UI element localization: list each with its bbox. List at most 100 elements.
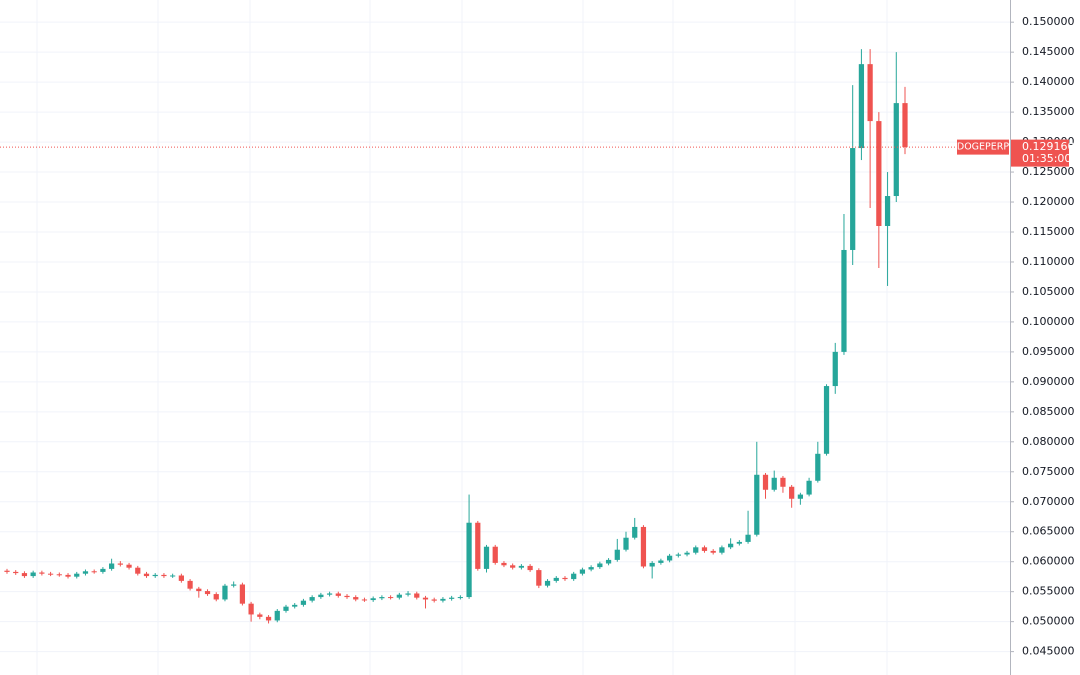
candle-body bbox=[326, 593, 333, 595]
candle-body bbox=[736, 541, 742, 544]
candle-body bbox=[109, 563, 115, 569]
y-tick-label: 0.070000 bbox=[1022, 495, 1075, 508]
candle-body bbox=[274, 610, 280, 621]
y-tick-label: 0.125000 bbox=[1022, 165, 1075, 178]
y-tick-label: 0.100000 bbox=[1022, 315, 1075, 328]
candle-body bbox=[56, 574, 62, 576]
candle-body bbox=[457, 597, 463, 599]
candle-body bbox=[414, 593, 420, 598]
candle-body bbox=[823, 386, 830, 454]
candle-body bbox=[693, 547, 699, 553]
candle-body bbox=[74, 573, 80, 577]
candle-body bbox=[527, 565, 533, 571]
candle-body bbox=[91, 571, 97, 573]
candle-body bbox=[719, 547, 725, 553]
candle-body bbox=[309, 597, 315, 601]
candle-body bbox=[239, 584, 246, 604]
candle-body bbox=[771, 477, 777, 490]
candle-body bbox=[579, 569, 586, 574]
candle-body bbox=[841, 249, 847, 352]
y-tick-label: 0.060000 bbox=[1022, 555, 1075, 568]
candle-body bbox=[396, 594, 402, 598]
candle-body bbox=[754, 474, 760, 535]
candle-body bbox=[30, 572, 36, 577]
candle-body bbox=[265, 616, 272, 621]
candle-body bbox=[475, 522, 481, 569]
candle-body bbox=[710, 550, 716, 553]
candle-body bbox=[204, 591, 211, 595]
candle-body bbox=[196, 588, 202, 592]
candle-body bbox=[492, 546, 498, 563]
candle-body bbox=[536, 570, 542, 586]
candle-body bbox=[231, 584, 237, 586]
candle-body bbox=[100, 568, 106, 572]
y-tick-label: 0.110000 bbox=[1022, 255, 1075, 268]
candle-body bbox=[13, 571, 19, 574]
candle-body bbox=[666, 555, 673, 561]
y-tick-label: 0.080000 bbox=[1022, 435, 1075, 448]
candle-body bbox=[353, 597, 359, 600]
candle-body bbox=[170, 575, 176, 577]
symbol-badge bbox=[957, 139, 1009, 155]
y-tick-label: 0.115000 bbox=[1022, 225, 1075, 238]
candle-body bbox=[405, 593, 411, 595]
candle-body bbox=[902, 103, 908, 148]
y-tick-label: 0.120000 bbox=[1022, 195, 1075, 208]
candle-body bbox=[300, 600, 307, 605]
candle-body bbox=[510, 565, 516, 568]
vertical-grid bbox=[36, 0, 888, 675]
y-tick-label: 0.065000 bbox=[1022, 525, 1075, 538]
y-tick-label: 0.140000 bbox=[1022, 75, 1075, 88]
y-tick-label: 0.105000 bbox=[1022, 285, 1075, 298]
candle-body bbox=[187, 580, 193, 589]
y-tick-label: 0.135000 bbox=[1022, 105, 1075, 118]
candle-body bbox=[893, 103, 899, 197]
y-tick-label: 0.050000 bbox=[1022, 615, 1075, 628]
candle-body bbox=[213, 594, 219, 600]
candle-body bbox=[161, 574, 167, 577]
candle-body bbox=[518, 565, 525, 568]
candle-body bbox=[658, 560, 664, 563]
candle-body bbox=[387, 597, 394, 599]
candle-body bbox=[640, 526, 647, 567]
candle-body bbox=[65, 574, 71, 577]
candle-body bbox=[588, 567, 594, 570]
candle-body bbox=[248, 603, 254, 615]
candle-body bbox=[466, 522, 472, 598]
candle-body bbox=[684, 552, 690, 555]
candle-body bbox=[597, 563, 603, 568]
candle-body bbox=[728, 543, 734, 548]
last-price-label: 0.129160 bbox=[1022, 140, 1075, 153]
candle-body bbox=[4, 570, 10, 572]
candle-body bbox=[789, 486, 795, 499]
price-badge bbox=[1011, 139, 1069, 167]
candle-body bbox=[850, 148, 856, 250]
candle-body bbox=[39, 572, 45, 574]
candle-body bbox=[257, 614, 263, 617]
candle-body bbox=[292, 604, 298, 607]
candle-body bbox=[562, 577, 568, 580]
candle-body bbox=[762, 474, 769, 490]
candle-body bbox=[318, 594, 324, 598]
candle-body bbox=[222, 585, 228, 600]
y-tick-label: 0.150000 bbox=[1022, 15, 1075, 28]
candle-body bbox=[544, 580, 551, 586]
candle-body bbox=[178, 575, 184, 581]
candle-body bbox=[335, 593, 341, 596]
y-tick-label: 0.085000 bbox=[1022, 405, 1075, 418]
candle-body bbox=[440, 598, 446, 601]
candle-body bbox=[571, 573, 577, 580]
candle-body bbox=[379, 597, 385, 599]
candle-body bbox=[553, 577, 559, 581]
candle-body bbox=[806, 480, 812, 495]
candle-body bbox=[884, 196, 891, 226]
candle-body bbox=[422, 597, 429, 600]
y-tick-label: 0.145000 bbox=[1022, 45, 1075, 58]
countdown-label: 01:35:00 bbox=[1022, 152, 1071, 165]
y-tick-label: 0.090000 bbox=[1022, 375, 1075, 388]
candle-body bbox=[21, 573, 28, 577]
candle-body bbox=[815, 453, 821, 481]
candle-body bbox=[431, 599, 437, 601]
candle-body bbox=[832, 351, 838, 387]
